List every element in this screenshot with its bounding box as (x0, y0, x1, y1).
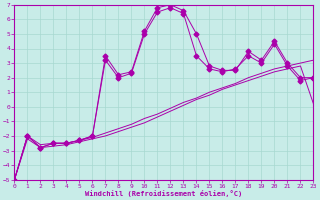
X-axis label: Windchill (Refroidissement éolien,°C): Windchill (Refroidissement éolien,°C) (85, 190, 243, 197)
